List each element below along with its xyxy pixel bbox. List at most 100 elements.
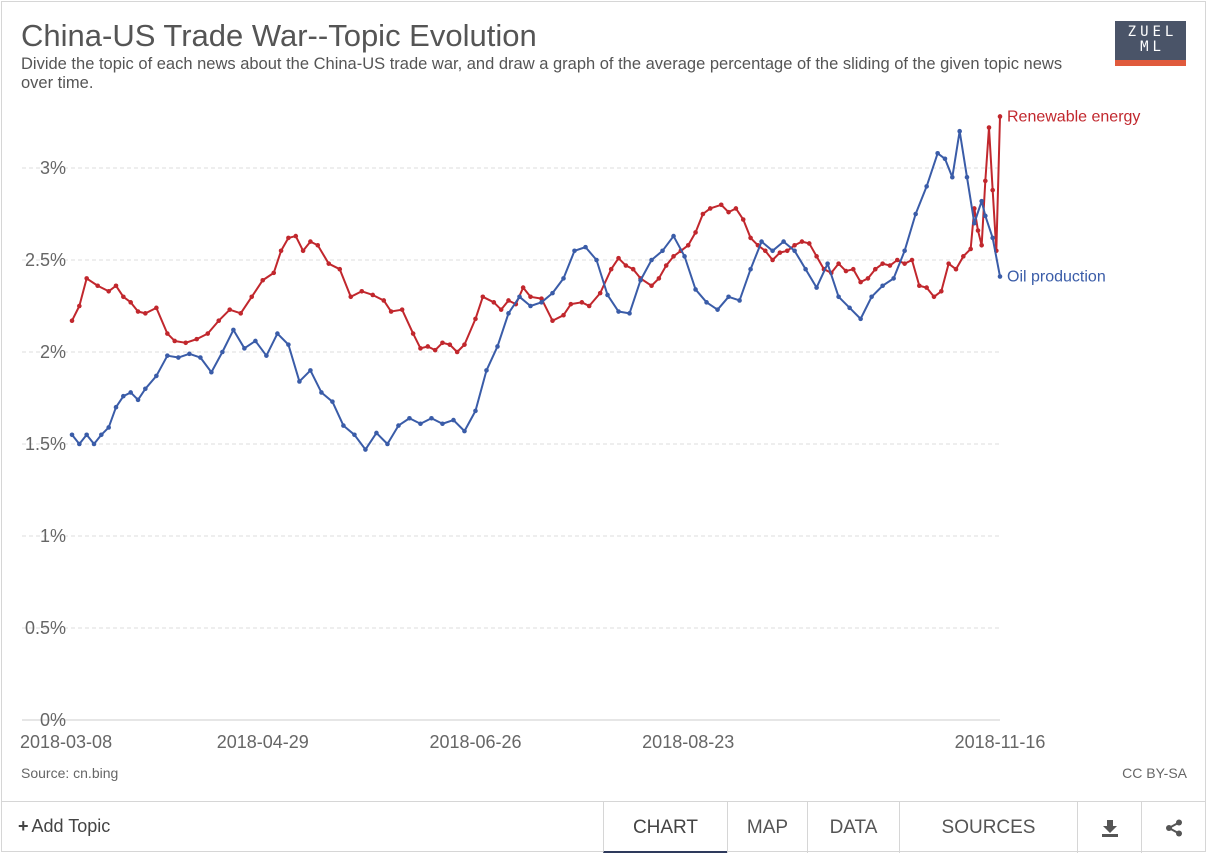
tab-map[interactable]: MAP	[727, 802, 807, 853]
share-icon	[1165, 819, 1182, 837]
data-point	[990, 187, 995, 193]
data-point	[341, 423, 346, 428]
data-point	[726, 294, 731, 300]
data-point	[715, 307, 720, 312]
data-point	[128, 300, 133, 305]
data-point	[462, 428, 467, 434]
data-point	[187, 351, 192, 357]
data-point	[326, 261, 332, 266]
data-point	[972, 220, 977, 226]
data-point	[663, 263, 669, 268]
data-point	[975, 228, 981, 233]
data-point	[106, 425, 111, 430]
data-point	[850, 266, 856, 272]
data-point	[278, 248, 284, 254]
download-button[interactable]	[1077, 802, 1141, 853]
data-point	[990, 235, 995, 241]
zuel-ml-logo[interactable]: ZUEL ML	[1115, 21, 1186, 66]
data-point	[660, 248, 665, 254]
data-point	[880, 283, 885, 289]
data-point	[814, 254, 819, 259]
data-point	[113, 404, 119, 410]
data-point	[561, 312, 566, 318]
series-line-oil-production	[71, 130, 1001, 451]
data-point	[135, 397, 141, 403]
data-point	[491, 300, 497, 305]
data-point	[154, 373, 159, 379]
y-tick-label: 0.5%	[25, 618, 66, 638]
add-topic-button[interactable]: + Add Topic	[18, 816, 110, 837]
data-point	[572, 248, 577, 254]
data-point	[271, 270, 277, 276]
data-point	[748, 266, 753, 272]
data-point	[238, 311, 244, 316]
x-tick-label: 2018-08-23	[642, 732, 734, 752]
data-point	[121, 393, 126, 399]
chart-footer-toolbar: + Add Topic CHART MAP DATA SOURCES	[2, 801, 1205, 853]
data-point	[418, 421, 423, 427]
data-point	[293, 233, 299, 239]
data-point	[359, 288, 365, 294]
data-point	[370, 292, 376, 298]
data-point	[700, 211, 706, 217]
data-point	[568, 301, 574, 307]
data-point	[931, 294, 937, 300]
data-point	[597, 290, 603, 296]
data-point	[880, 261, 885, 266]
data-point	[297, 379, 302, 384]
data-point	[579, 300, 585, 305]
data-point	[762, 248, 768, 254]
data-point	[671, 233, 676, 239]
data-point	[249, 294, 255, 300]
data-point	[784, 248, 790, 254]
add-topic-label: Add Topic	[31, 816, 111, 836]
data-point	[176, 355, 181, 360]
data-point	[385, 441, 390, 447]
data-point	[528, 303, 533, 309]
data-point	[594, 257, 599, 263]
data-point	[979, 242, 984, 248]
data-point	[836, 294, 841, 300]
tab-chart[interactable]: CHART	[603, 802, 727, 853]
share-button[interactable]	[1141, 802, 1205, 853]
data-point	[693, 287, 698, 292]
y-tick-label: 3%	[40, 158, 66, 178]
tab-data[interactable]: DATA	[807, 802, 899, 853]
data-point	[451, 417, 456, 423]
data-point	[407, 415, 412, 421]
data-point	[77, 303, 82, 309]
data-point	[194, 336, 200, 342]
logo-text: ZUEL ML	[1127, 24, 1178, 55]
tab-sources[interactable]: SOURCES	[899, 802, 1077, 853]
data-point	[887, 263, 893, 268]
logo-accent-bar	[1115, 60, 1186, 66]
data-point	[227, 307, 233, 312]
series-label: Oil production	[1007, 269, 1106, 286]
data-point	[242, 346, 247, 351]
data-point	[953, 266, 959, 272]
data-point	[473, 316, 478, 322]
data-point	[143, 311, 148, 316]
data-point	[608, 266, 614, 272]
data-point	[858, 279, 863, 285]
data-point	[997, 274, 1003, 279]
data-point	[165, 353, 170, 358]
data-point	[172, 338, 178, 344]
data-point	[671, 254, 676, 259]
data-point	[550, 318, 555, 324]
data-point	[586, 303, 592, 309]
data-point	[792, 248, 797, 254]
data-point	[143, 386, 148, 392]
data-point	[550, 290, 555, 296]
data-point	[968, 246, 973, 252]
series-label: Renewable energy	[1007, 108, 1140, 125]
data-point	[300, 248, 306, 254]
data-point	[869, 294, 874, 300]
data-point	[260, 277, 266, 283]
data-point	[616, 309, 621, 314]
data-point	[909, 257, 915, 263]
data-point	[623, 263, 629, 268]
data-point	[583, 244, 588, 250]
y-tick-label: 1.5%	[25, 434, 66, 454]
license-link[interactable]: CC BY-SA	[1122, 765, 1187, 781]
